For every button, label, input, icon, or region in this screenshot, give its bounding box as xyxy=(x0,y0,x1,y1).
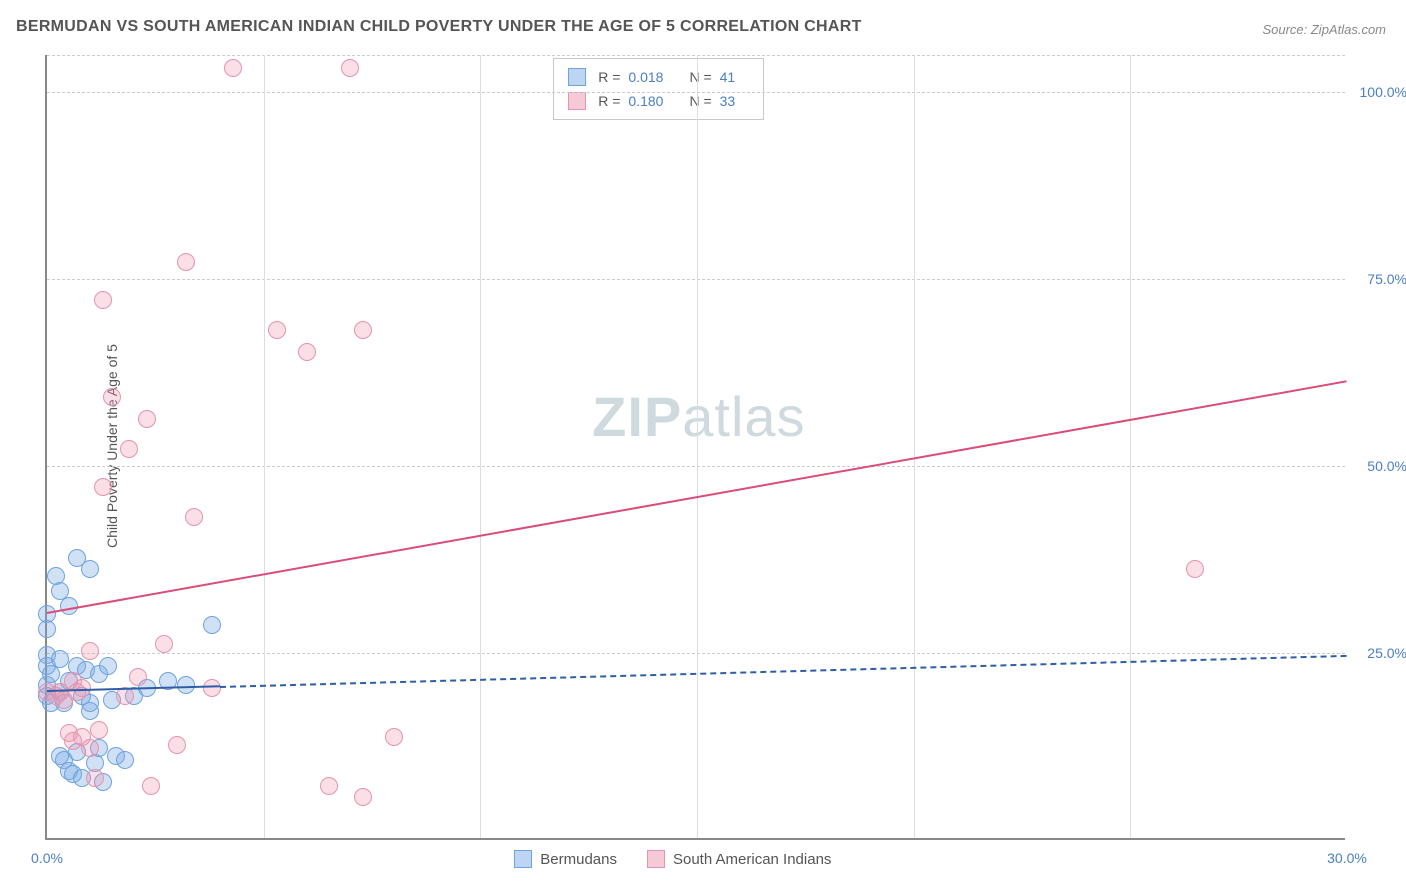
legend-label: Bermudans xyxy=(540,851,617,868)
scatter-point xyxy=(51,650,69,668)
y-tick-label: 75.0% xyxy=(1367,271,1406,287)
scatter-point xyxy=(138,410,156,428)
series-swatch xyxy=(568,68,586,86)
gridline-vertical xyxy=(1130,55,1131,838)
stats-row: R = 0.018 N = 41 xyxy=(568,65,749,89)
scatter-point xyxy=(120,440,138,458)
scatter-point xyxy=(86,769,104,787)
scatter-point xyxy=(177,676,195,694)
gridline-horizontal xyxy=(47,92,1345,93)
gridline-horizontal xyxy=(47,55,1345,56)
scatter-point xyxy=(168,736,186,754)
legend-label: South American Indians xyxy=(673,851,831,868)
scatter-point xyxy=(203,616,221,634)
gridline-vertical xyxy=(697,55,698,838)
scatter-point xyxy=(94,291,112,309)
scatter-point xyxy=(268,321,286,339)
stats-legend-box: R =0.018N =41R =0.180N =33 xyxy=(553,58,764,120)
scatter-point xyxy=(81,739,99,757)
scatter-point xyxy=(142,777,160,795)
y-tick-label: 100.0% xyxy=(1360,84,1406,100)
series-swatch xyxy=(514,850,532,868)
watermark: ZIPatlas xyxy=(592,384,805,449)
scatter-point xyxy=(298,343,316,361)
scatter-point xyxy=(177,253,195,271)
x-tick-label: 0.0% xyxy=(31,850,63,866)
scatter-point xyxy=(354,788,372,806)
scatter-point xyxy=(81,560,99,578)
scatter-point xyxy=(94,478,112,496)
gridline-vertical xyxy=(914,55,915,838)
scatter-point xyxy=(224,59,242,77)
legend-item: Bermudans xyxy=(514,850,617,868)
scatter-point xyxy=(116,751,134,769)
gridline-vertical xyxy=(264,55,265,838)
scatter-point xyxy=(203,679,221,697)
x-tick-label: 30.0% xyxy=(1327,850,1367,866)
trend-line-dashed xyxy=(220,655,1347,688)
stats-n-value: 41 xyxy=(720,65,736,89)
gridline-horizontal xyxy=(47,279,1345,280)
plot-area: ZIPatlas R =0.018N =41R =0.180N =33 Berm… xyxy=(45,55,1345,840)
stats-r-label: R = xyxy=(598,65,620,89)
scatter-point xyxy=(81,702,99,720)
scatter-point xyxy=(99,657,117,675)
scatter-point xyxy=(103,388,121,406)
scatter-point xyxy=(90,721,108,739)
scatter-point xyxy=(185,508,203,526)
scatter-point xyxy=(354,321,372,339)
legend-item: South American Indians xyxy=(647,850,831,868)
scatter-point xyxy=(155,635,173,653)
gridline-vertical xyxy=(480,55,481,838)
stats-n-label: N = xyxy=(689,65,711,89)
series-swatch xyxy=(647,850,665,868)
scatter-point xyxy=(1186,560,1204,578)
series-swatch xyxy=(568,92,586,110)
bottom-legend: Bermudans South American Indians xyxy=(514,850,831,868)
gridline-horizontal xyxy=(47,653,1345,654)
y-tick-label: 50.0% xyxy=(1367,458,1406,474)
scatter-point xyxy=(320,777,338,795)
gridline-horizontal xyxy=(47,466,1345,467)
scatter-point xyxy=(81,642,99,660)
source-label: Source: ZipAtlas.com xyxy=(1262,22,1386,37)
scatter-point xyxy=(38,620,56,638)
stats-r-value: 0.018 xyxy=(628,65,663,89)
scatter-point xyxy=(129,668,147,686)
y-tick-label: 25.0% xyxy=(1367,645,1406,661)
scatter-point xyxy=(341,59,359,77)
chart-title: BERMUDAN VS SOUTH AMERICAN INDIAN CHILD … xyxy=(16,18,862,36)
scatter-point xyxy=(385,728,403,746)
